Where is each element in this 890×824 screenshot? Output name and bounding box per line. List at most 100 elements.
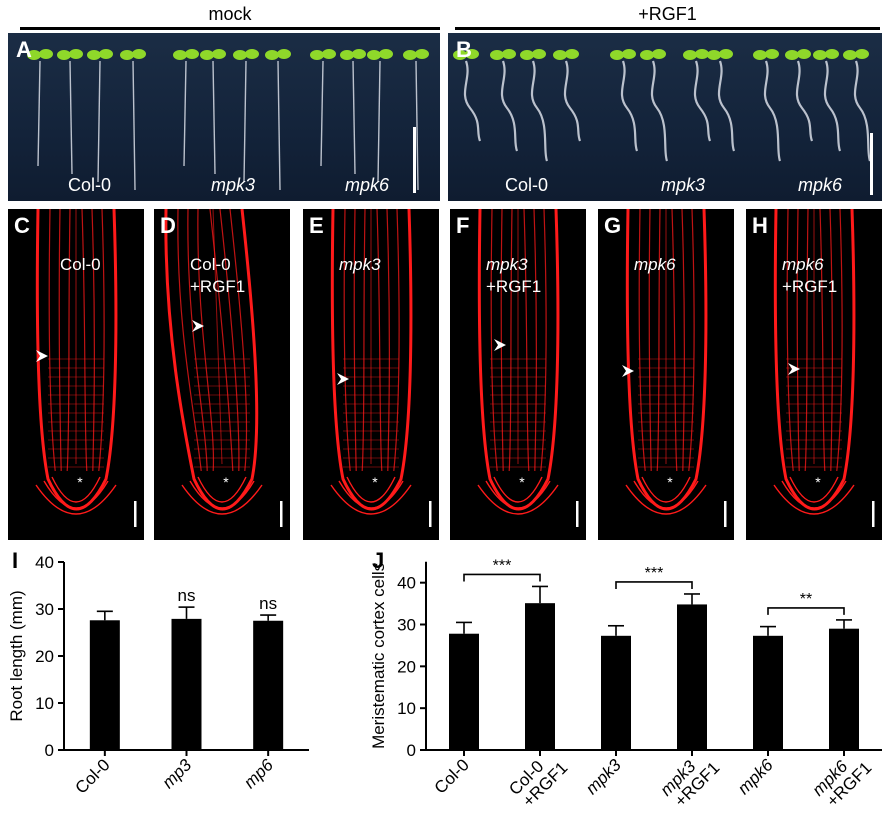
root-image: * — [773, 209, 875, 527]
panel-letter-g: G — [604, 213, 622, 238]
root-image: * — [477, 209, 579, 527]
bar — [253, 620, 284, 750]
y-tick-label: 0 — [407, 741, 416, 760]
y-axis-label: Meristematic cortex cells — [370, 563, 388, 749]
panel-letter-c: C — [14, 213, 30, 238]
genotype-label: mpk6 — [782, 255, 824, 274]
seedling — [785, 49, 814, 142]
label-b-mpk3: mpk3 — [661, 175, 706, 195]
panel-letter-i: I — [12, 548, 19, 573]
scale-bar — [429, 501, 432, 527]
root-length-chart: 0 10 20 30 40 Root length (mm) Col-0 ns mp3 ns mp6 — [8, 553, 309, 798]
y-tick-label: 30 — [397, 616, 416, 635]
scale-bar — [576, 501, 579, 527]
significance-stars: ** — [800, 591, 812, 608]
y-tick-label: 0 — [45, 741, 54, 760]
scale-bar — [280, 501, 283, 527]
y-tick-label: 30 — [35, 600, 54, 619]
confocal-panel-d: * D Col-0 +RGF1 — [154, 209, 290, 540]
seedling — [490, 49, 519, 152]
root-image: * — [164, 209, 283, 527]
label-b-col0: Col-0 — [505, 175, 549, 195]
x-tick-label: mpk6 — [734, 755, 777, 798]
seedling — [707, 49, 736, 152]
label-b-mpk6: mpk6 — [798, 175, 843, 195]
x-tick-label: mpk3+RGF1 — [657, 745, 724, 812]
significance-label: ns — [178, 586, 196, 605]
y-axis-label: Root length (mm) — [8, 590, 26, 721]
label-a-mpk3: mpk3 — [211, 175, 256, 195]
significance-bracket — [767, 607, 845, 615]
bar — [677, 604, 707, 750]
arrowhead-marker — [337, 373, 349, 385]
seedling — [753, 49, 782, 162]
seedling — [453, 49, 482, 142]
genotype-label: Col-0 — [60, 255, 101, 274]
qc-asterisk: * — [667, 474, 673, 490]
arrowhead-marker — [622, 365, 634, 377]
bar — [525, 603, 555, 750]
seedling — [27, 49, 53, 167]
qc-asterisk: * — [372, 474, 378, 490]
x-tick-label: mpk6+RGF1 — [809, 745, 876, 812]
y-tick-label: 10 — [397, 699, 416, 718]
x-tick-label: Col-0 — [72, 755, 114, 797]
significance-label: ns — [259, 594, 277, 613]
genotype-label: mpk6 — [634, 255, 676, 274]
panel-b-photo: B Col-0 mpk3 mpk6 — [448, 33, 882, 201]
bar — [449, 633, 479, 750]
genotype-label: Col-0 — [190, 255, 231, 274]
scale-bar-a — [413, 127, 416, 193]
treatment-label: +RGF1 — [782, 277, 838, 296]
scale-bar — [872, 501, 875, 527]
bar — [829, 628, 859, 750]
rgf1-title: +RGF1 — [638, 4, 697, 24]
seedling — [340, 49, 366, 175]
qc-asterisk: * — [223, 474, 229, 490]
panel-letter-h: H — [752, 213, 768, 238]
seedling — [610, 49, 639, 152]
seedling — [200, 49, 226, 175]
significance-stars: *** — [645, 565, 664, 582]
x-tick-label: mpk3 — [582, 755, 625, 798]
significance-stars: *** — [493, 557, 512, 574]
panel-letter-d: D — [160, 213, 176, 238]
x-tick-label: Col-0 — [431, 755, 473, 797]
scale-bar-b — [870, 133, 873, 195]
panel-letter-j: J — [372, 548, 385, 573]
treatment-label: +RGF1 — [190, 277, 246, 296]
bar — [89, 620, 120, 750]
x-tick-label: Col-0+RGF1 — [505, 745, 571, 811]
genotype-label: mpk3 — [339, 255, 381, 274]
seedling — [87, 49, 113, 183]
seedling — [553, 49, 582, 142]
bar — [171, 618, 202, 750]
arrowhead-marker — [36, 350, 48, 362]
qc-asterisk: * — [815, 474, 821, 490]
seedling — [120, 49, 146, 191]
seedling — [310, 49, 336, 167]
seedling — [843, 49, 872, 162]
mock-title: mock — [208, 4, 252, 24]
significance-bracket — [615, 581, 693, 589]
bar — [753, 635, 783, 750]
seedling — [233, 49, 259, 183]
qc-asterisk: * — [77, 474, 83, 490]
seedling — [403, 49, 429, 191]
seedling — [173, 49, 199, 167]
seedlings-a — [27, 49, 429, 191]
seedlings-b — [453, 49, 872, 162]
panel-letter-a: A — [16, 37, 32, 62]
mock-rule — [20, 27, 440, 30]
y-tick-label: 40 — [35, 553, 54, 572]
root-image: * — [35, 209, 137, 527]
seedling — [265, 49, 291, 191]
panel-letter-f: F — [456, 213, 470, 238]
seedling — [683, 49, 712, 142]
y-tick-label: 20 — [35, 647, 54, 666]
y-tick-label: 20 — [397, 657, 416, 676]
rgf1-rule — [455, 27, 880, 30]
